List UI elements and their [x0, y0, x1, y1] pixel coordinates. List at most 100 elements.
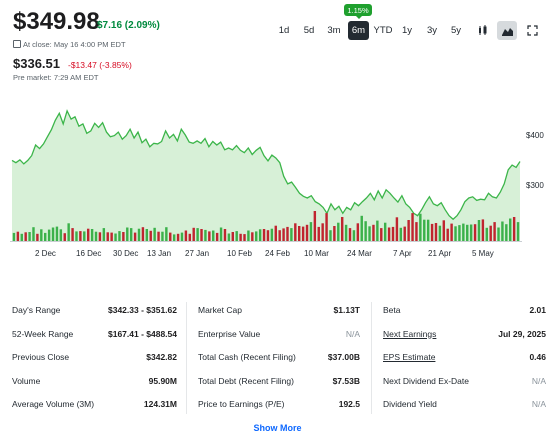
volume-bar: [446, 228, 449, 241]
price-area-fill: [12, 110, 520, 242]
expand-icon[interactable]: [522, 21, 542, 40]
stat-value: $167.41 - $488.54: [107, 328, 177, 339]
candlestick-chart-icon[interactable]: [473, 21, 493, 40]
mountain-chart-icon[interactable]: [497, 21, 517, 40]
volume-bar: [286, 226, 289, 241]
volume-bar: [86, 228, 90, 241]
volume-bar: [243, 234, 246, 241]
x-tick-label: 13 Jan: [147, 249, 172, 258]
volume-bar: [44, 232, 47, 241]
volume-bar: [442, 220, 446, 241]
volume-bar: [192, 227, 195, 241]
volume-bar: [458, 225, 461, 241]
volume-bar: [426, 219, 430, 241]
stat-value: 2.01: [529, 305, 546, 315]
stat-label: Next Dividend Ex-Date: [383, 375, 469, 386]
premarket-price: $336.51: [13, 56, 60, 71]
volume-bar: [55, 226, 59, 241]
y-tick-label: $300: [526, 181, 544, 190]
volume-bar: [184, 230, 188, 241]
volume-bar: [344, 224, 348, 241]
volume-bar: [262, 229, 266, 241]
stats-column-1: Day's Range $342.33 - $351.62 52-Week Ran…: [12, 301, 177, 419]
stat-label: Volume: [12, 375, 41, 386]
volume-bar: [395, 217, 399, 241]
volume-bar: [79, 231, 82, 241]
volume-bar: [106, 232, 109, 241]
stat-dividend-yield: Dividend Yield N/A: [383, 395, 546, 419]
stat-label: Previous Close: [12, 352, 70, 362]
eps-estimate-link[interactable]: EPS Estimate: [383, 352, 436, 362]
volume-bar: [258, 229, 262, 241]
volume-bar: [219, 227, 223, 241]
range-ytd[interactable]: YTD: [373, 25, 393, 36]
volume-bar: [36, 233, 39, 241]
close-time: At close: May 16 4:00 PM EDT: [13, 40, 126, 49]
volume-bar: [305, 224, 309, 241]
volume-bar: [298, 226, 301, 241]
volume-bar: [24, 232, 27, 241]
volume-bar: [399, 227, 403, 241]
volume-bar: [98, 232, 102, 241]
volume-bar: [165, 227, 168, 241]
price-line: [11, 109, 521, 221]
range-6m[interactable]: 6m: [348, 21, 369, 40]
stat-volume: Volume 95.90M: [12, 372, 177, 396]
volume-bar: [493, 222, 496, 241]
price-chart[interactable]: [0, 85, 555, 245]
stat-value: $37.00B: [327, 352, 360, 362]
volume-bar: [270, 228, 274, 241]
volume-bar: [71, 228, 74, 241]
volume-bar: [90, 229, 94, 241]
volume-bar: [180, 232, 184, 241]
range-5d[interactable]: 5d: [303, 25, 315, 36]
stat-value: N/A: [531, 399, 546, 409]
volume-bar: [434, 223, 438, 241]
tooltip-arrow: [355, 15, 363, 19]
stat-label: Enterprise Value: [198, 328, 261, 339]
stat-average-volume: Average Volume (3M) 124.31M: [12, 395, 177, 419]
range-1d[interactable]: 1d: [278, 25, 290, 36]
show-more-button[interactable]: Show More: [253, 423, 302, 433]
stat-label: Market Cap: [198, 305, 242, 315]
volume-bar: [466, 224, 469, 241]
close-time-text: At close: May 16 4:00 PM EDT: [23, 40, 126, 49]
range-5y[interactable]: 5y: [450, 25, 462, 36]
volume-bar: [516, 222, 520, 241]
stat-label: Dividend Yield: [383, 399, 437, 409]
volume-bar: [301, 226, 305, 241]
volume-bar: [231, 232, 234, 241]
stat-label: Price to Earnings (P/E): [198, 399, 285, 409]
range-3m[interactable]: 3m: [327, 25, 341, 36]
volume-bar: [137, 228, 141, 241]
volume-bar: [208, 231, 211, 241]
x-tick-label: 10 Mar: [304, 249, 329, 258]
stat-label: Total Debt (Recent Filing): [198, 375, 294, 386]
volume-bar: [28, 232, 31, 241]
volume-bar: [512, 217, 516, 241]
volume-bar: [407, 220, 410, 241]
volume-bar: [227, 233, 231, 241]
volume-bar: [313, 211, 317, 241]
volume-bar: [485, 227, 488, 241]
change-tooltip: 1.15%: [344, 4, 372, 16]
range-3y[interactable]: 3y: [426, 25, 438, 36]
volume-bar: [325, 213, 328, 241]
volume-bar: [391, 226, 395, 241]
x-tick-label: 24 Feb: [265, 249, 290, 258]
next-earnings-link[interactable]: Next Earnings: [383, 328, 437, 339]
volume-bar: [255, 231, 258, 241]
range-1y[interactable]: 1y: [401, 25, 413, 36]
x-tick-label: 10 Feb: [227, 249, 252, 258]
volume-bar: [356, 223, 360, 241]
volume-bar: [333, 226, 336, 241]
volume-bar: [380, 228, 383, 241]
stat-value: N/A: [345, 328, 360, 339]
volume-bar: [423, 219, 426, 241]
volume-bar: [118, 231, 121, 241]
volume-bar: [469, 224, 473, 241]
stats-column-2: Market Cap $1.13T Enterprise Value N/A Tot…: [198, 301, 360, 419]
premarket-time: Pre market: 7:29 AM EDT: [13, 73, 99, 82]
volume-bar: [12, 232, 16, 241]
volume-bar: [266, 230, 270, 241]
